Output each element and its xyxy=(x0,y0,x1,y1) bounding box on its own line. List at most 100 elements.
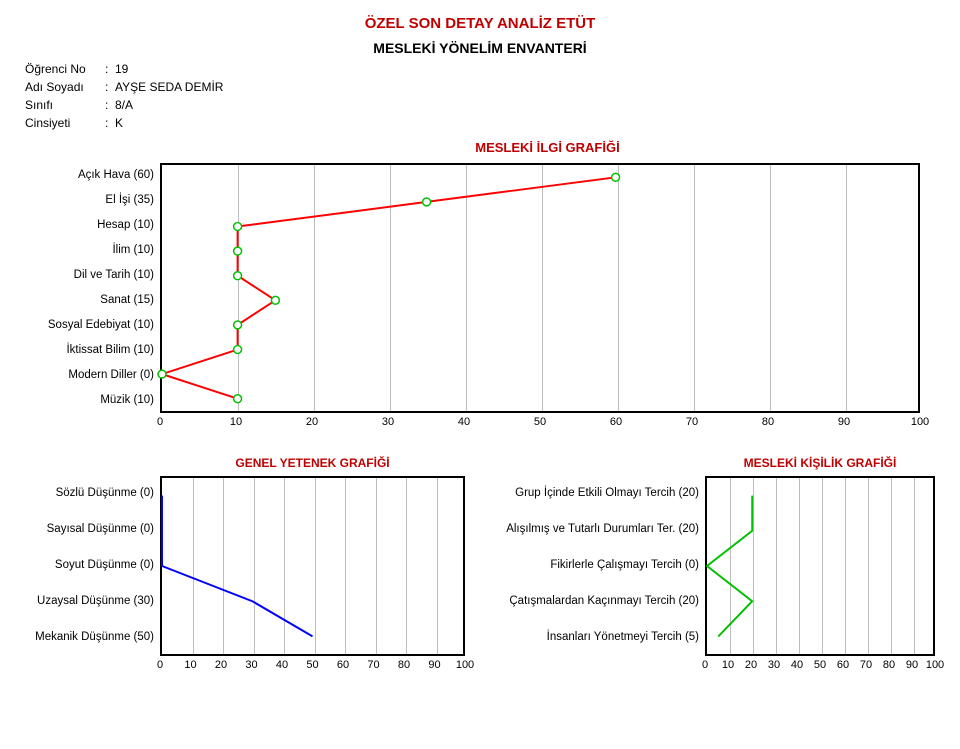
tick-label: 90 xyxy=(428,659,440,671)
tick-label: 30 xyxy=(768,659,780,671)
chart2-labels: Sözlü Düşünme (0)Sayısal Düşünme (0)Soyu… xyxy=(25,476,160,656)
info-sep: : xyxy=(105,98,115,112)
chart-line xyxy=(162,177,616,398)
tick-label: 60 xyxy=(610,416,622,428)
info-label: Öğrenci No xyxy=(25,62,105,76)
chart3: Grup İçinde Etkili Olmayı Tercih (20)Alı… xyxy=(495,476,935,677)
chart-marker xyxy=(423,198,431,206)
chart-line xyxy=(707,496,752,637)
tick-label: 10 xyxy=(184,659,196,671)
chart2: Sözlü Düşünme (0)Sayısal Düşünme (0)Soyu… xyxy=(25,476,465,677)
info-value: AYŞE SEDA DEMİR xyxy=(115,80,223,94)
chart3-labels: Grup İçinde Etkili Olmayı Tercih (20)Alı… xyxy=(495,476,705,656)
tick-label: 0 xyxy=(702,659,708,671)
chart-row-label: Grup İçinde Etkili Olmayı Tercih (20) xyxy=(495,476,699,512)
chart2-title: GENEL YETENEK GRAFİĞİ xyxy=(160,456,465,470)
info-value: 19 xyxy=(115,62,128,76)
tick-label: 80 xyxy=(883,659,895,671)
tick-label: 80 xyxy=(762,416,774,428)
tick-label: 0 xyxy=(157,416,163,428)
tick-label: 100 xyxy=(456,659,474,671)
tick-label: 0 xyxy=(157,659,163,671)
chart-marker xyxy=(234,247,242,255)
page-subtitle: MESLEKİ YÖNELİM ENVANTERİ xyxy=(25,40,935,56)
chart2-axis: 0102030405060708090100 xyxy=(160,659,465,677)
tick-label: 90 xyxy=(838,416,850,428)
tick-label: 20 xyxy=(215,659,227,671)
chart-row-label: Modern Diller (0) xyxy=(25,363,154,388)
info-row-name: Adı Soyadı : AYŞE SEDA DEMİR xyxy=(25,80,935,94)
chart-row-label: Hesap (10) xyxy=(25,213,154,238)
chart-row-label: Mekanik Düşünme (50) xyxy=(25,620,154,656)
chart-marker xyxy=(234,346,242,354)
tick-label: 40 xyxy=(458,416,470,428)
tick-label: 20 xyxy=(306,416,318,428)
chart-marker xyxy=(158,370,166,378)
chart-row-label: Uzaysal Düşünme (30) xyxy=(25,584,154,620)
tick-label: 20 xyxy=(745,659,757,671)
chart-marker xyxy=(234,395,242,403)
chart-row-label: Çatışmalardan Kaçınmayı Tercih (20) xyxy=(495,584,699,620)
chart-row-label: Müzik (10) xyxy=(25,388,154,413)
chart-row-label: İktissat Bilim (10) xyxy=(25,338,154,363)
student-info: Öğrenci No : 19 Adı Soyadı : AYŞE SEDA D… xyxy=(25,62,935,130)
tick-label: 80 xyxy=(398,659,410,671)
tick-label: 70 xyxy=(367,659,379,671)
chart1: Açık Hava (60)El İşi (35)Hesap (10)İlim … xyxy=(25,163,935,434)
chart-row-label: Alışılmış ve Tutarlı Durumları Ter. (20) xyxy=(495,512,699,548)
tick-label: 100 xyxy=(911,416,929,428)
chart-row-label: Dil ve Tarih (10) xyxy=(25,263,154,288)
chart-row-label: Açık Hava (60) xyxy=(25,163,154,188)
tick-label: 70 xyxy=(860,659,872,671)
tick-label: 60 xyxy=(837,659,849,671)
info-row-gender: Cinsiyeti : K xyxy=(25,116,935,130)
chart-row-label: Sanat (15) xyxy=(25,288,154,313)
info-sep: : xyxy=(105,116,115,130)
chart3-col: MESLEKİ KİŞİLİK GRAFİĞİ Grup İçinde Etki… xyxy=(495,456,935,677)
tick-label: 50 xyxy=(306,659,318,671)
tick-label: 10 xyxy=(722,659,734,671)
tick-label: 40 xyxy=(276,659,288,671)
info-label: Cinsiyeti xyxy=(25,116,105,130)
info-label: Adı Soyadı xyxy=(25,80,105,94)
chart-row-label: El İşi (35) xyxy=(25,188,154,213)
chart1-plot xyxy=(160,163,920,413)
info-sep: : xyxy=(105,62,115,76)
chart-row-label: Sosyal Edebiyat (10) xyxy=(25,313,154,338)
tick-label: 30 xyxy=(245,659,257,671)
info-value: 8/A xyxy=(115,98,133,112)
chart1-labels: Açık Hava (60)El İşi (35)Hesap (10)İlim … xyxy=(25,163,160,413)
chart-marker xyxy=(612,173,620,181)
tick-label: 10 xyxy=(230,416,242,428)
chart-row-label: Sayısal Düşünme (0) xyxy=(25,512,154,548)
chart1-title: MESLEKİ İLGİ GRAFİĞİ xyxy=(160,140,935,155)
chart-marker xyxy=(234,223,242,231)
chart-row-label: İlim (10) xyxy=(25,238,154,263)
chart2-plot xyxy=(160,476,465,656)
chart2-col: GENEL YETENEK GRAFİĞİ Sözlü Düşünme (0)S… xyxy=(25,456,465,677)
tick-label: 40 xyxy=(791,659,803,671)
tick-label: 50 xyxy=(814,659,826,671)
chart-marker xyxy=(271,296,279,304)
info-value: K xyxy=(115,116,123,130)
chart3-axis: 0102030405060708090100 xyxy=(705,659,935,677)
info-row-no: Öğrenci No : 19 xyxy=(25,62,935,76)
tick-label: 90 xyxy=(906,659,918,671)
chart-marker xyxy=(234,272,242,280)
chart-row-label: Sözlü Düşünme (0) xyxy=(25,476,154,512)
chart-row-label: Fikirlerle Çalışmayı Tercih (0) xyxy=(495,548,699,584)
chart3-title: MESLEKİ KİŞİLİK GRAFİĞİ xyxy=(705,456,935,470)
tick-label: 100 xyxy=(926,659,944,671)
page-title: ÖZEL SON DETAY ANALİZ ETÜT xyxy=(25,15,935,32)
chart-row-label: Soyut Düşünme (0) xyxy=(25,548,154,584)
tick-label: 60 xyxy=(337,659,349,671)
info-sep: : xyxy=(105,80,115,94)
tick-label: 50 xyxy=(534,416,546,428)
chart-row-label: İnsanları Yönetmeyi Tercih (5) xyxy=(495,620,699,656)
chart1-axis: 0102030405060708090100 xyxy=(160,416,920,434)
info-row-class: Sınıfı : 8/A xyxy=(25,98,935,112)
info-label: Sınıfı xyxy=(25,98,105,112)
chart-line xyxy=(162,496,313,637)
tick-label: 30 xyxy=(382,416,394,428)
chart3-plot xyxy=(705,476,935,656)
